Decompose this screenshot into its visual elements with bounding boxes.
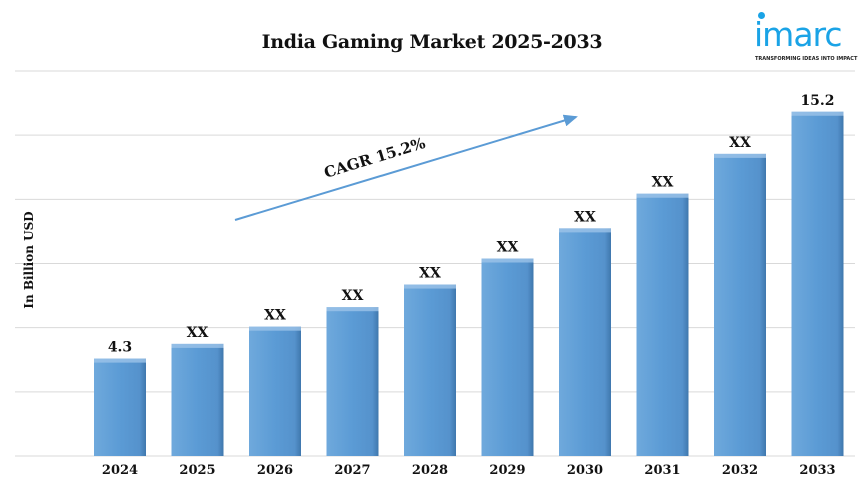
x-tick-labels: 2024 2025 2026 2027 2028 2029 2030 2031 2032 2033	[102, 463, 836, 478]
data-label: 4.3	[108, 340, 132, 356]
bar-top-bevel	[171, 343, 224, 348]
x-tick-label: 2025	[179, 463, 215, 478]
x-tick-label: 2024	[102, 463, 138, 478]
logo-tagline: TRANSFORMING IDEAS INTO IMPACT	[755, 56, 858, 62]
bar-top-bevel	[481, 258, 534, 263]
bar	[636, 193, 689, 456]
cagr-annotation: CAGR 15.2%	[322, 134, 428, 182]
data-label: 15.2	[800, 93, 834, 109]
imarc-logo: imarc TRANSFORMING IDEAS INTO IMPACT	[752, 12, 862, 68]
bar-2025	[171, 343, 224, 456]
data-label: XX	[574, 209, 596, 225]
x-tick-label: 2033	[799, 463, 835, 478]
logo-word: imarc	[754, 15, 843, 54]
bar	[404, 284, 456, 456]
data-label: XX	[342, 288, 364, 304]
bar	[481, 258, 534, 456]
bar-2033	[791, 111, 844, 456]
bar-2029	[481, 258, 534, 456]
data-label: XX	[187, 325, 209, 341]
bar	[559, 228, 611, 456]
x-tick-label: 2028	[412, 463, 448, 478]
bar-top-bevel	[249, 326, 301, 331]
bar-2028	[404, 284, 456, 456]
bar	[249, 326, 301, 456]
data-label: XX	[652, 175, 674, 191]
bar-top-bevel	[791, 111, 844, 116]
bar-top-bevel	[94, 358, 146, 363]
data-label: XX	[497, 240, 519, 256]
bar-top-bevel	[559, 228, 611, 233]
bar	[714, 153, 766, 456]
chart-title: India Gaming Market 2025-2033	[261, 31, 603, 53]
x-tick-label: 2027	[334, 463, 370, 478]
bar	[94, 358, 146, 456]
bar-2024	[94, 358, 146, 456]
x-tick-label: 2026	[257, 463, 293, 478]
logo-dot	[758, 12, 765, 19]
bar-2032	[714, 153, 766, 456]
bar-2031	[636, 193, 689, 456]
x-tick-label: 2029	[489, 463, 525, 478]
bar	[326, 307, 379, 456]
bars	[94, 111, 844, 456]
bar-2027	[326, 307, 379, 456]
data-label: XX	[264, 308, 286, 324]
x-tick-label: 2030	[567, 463, 603, 478]
x-tick-label: 2031	[644, 463, 680, 478]
cagr-arrow	[234, 114, 578, 221]
bar-top-bevel	[714, 153, 766, 158]
x-tick-label: 2032	[722, 463, 758, 478]
data-labels: 4.3 XX XX XX XX XX XX XX XX 15.2	[108, 93, 835, 356]
data-label: XX	[729, 135, 751, 151]
y-axis-label: In Billion USD	[22, 211, 36, 308]
bar-top-bevel	[636, 193, 689, 198]
bar-top-bevel	[326, 307, 379, 312]
bar-2030	[559, 228, 611, 456]
data-label: XX	[419, 266, 441, 282]
bar-2026	[249, 326, 301, 456]
bar	[791, 111, 844, 456]
bar	[171, 343, 224, 456]
bar-top-bevel	[404, 284, 456, 289]
